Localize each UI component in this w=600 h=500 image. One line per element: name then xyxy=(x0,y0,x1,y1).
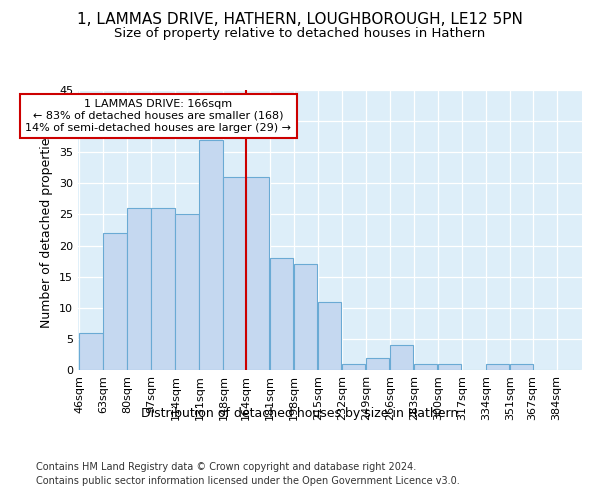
Bar xyxy=(199,140,223,370)
Bar xyxy=(79,332,103,370)
Bar xyxy=(175,214,199,370)
Text: Contains HM Land Registry data © Crown copyright and database right 2024.: Contains HM Land Registry data © Crown c… xyxy=(36,462,416,472)
Bar xyxy=(127,208,151,370)
Bar xyxy=(390,345,413,370)
Bar xyxy=(486,364,509,370)
Bar xyxy=(294,264,317,370)
Bar xyxy=(414,364,437,370)
Bar xyxy=(151,208,175,370)
Text: Size of property relative to detached houses in Hathern: Size of property relative to detached ho… xyxy=(115,28,485,40)
Bar xyxy=(223,177,247,370)
Text: Distribution of detached houses by size in Hathern: Distribution of detached houses by size … xyxy=(142,408,458,420)
Bar xyxy=(510,364,533,370)
Bar xyxy=(270,258,293,370)
Bar xyxy=(366,358,389,370)
Text: Contains public sector information licensed under the Open Government Licence v3: Contains public sector information licen… xyxy=(36,476,460,486)
Text: 1, LAMMAS DRIVE, HATHERN, LOUGHBOROUGH, LE12 5PN: 1, LAMMAS DRIVE, HATHERN, LOUGHBOROUGH, … xyxy=(77,12,523,28)
Y-axis label: Number of detached properties: Number of detached properties xyxy=(40,132,53,328)
Bar xyxy=(103,233,127,370)
Bar xyxy=(342,364,365,370)
Text: 1 LAMMAS DRIVE: 166sqm
← 83% of detached houses are smaller (168)
14% of semi-de: 1 LAMMAS DRIVE: 166sqm ← 83% of detached… xyxy=(25,100,292,132)
Bar xyxy=(438,364,461,370)
Bar xyxy=(318,302,341,370)
Bar xyxy=(246,177,269,370)
